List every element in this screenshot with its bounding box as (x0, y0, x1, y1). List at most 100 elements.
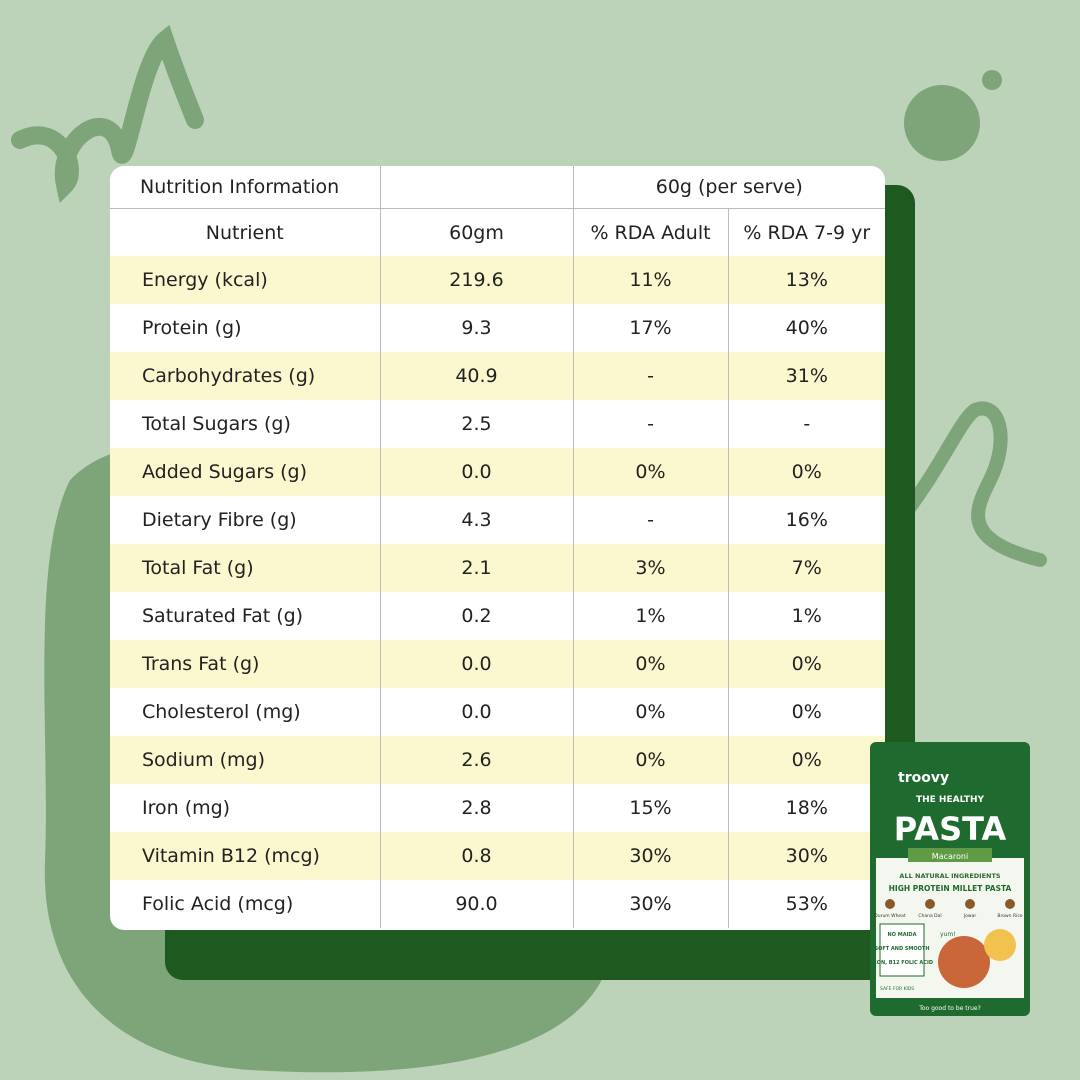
value-cell: - (727, 400, 885, 448)
nutrient-row: Protein (g) 9.3 17% 40% (110, 304, 885, 352)
grain-label: Durum Wheat (874, 913, 906, 919)
nutrient-name: Added Sugars (g) (110, 448, 380, 496)
header-row: Nutrition Information 60g (per serve) (110, 166, 885, 209)
column-row: Nutrient 60gm% RDA Adult% RDA 7-9 yr (110, 208, 885, 256)
nutrient-row: Energy (kcal) 219.6 11% 13% (110, 256, 885, 304)
value-cell: 0% (727, 640, 885, 688)
nutrient-row: Total Sugars (g) 2.5- - (110, 400, 885, 448)
nutrient-name: Carbohydrates (g) (110, 352, 380, 400)
value-cell: 31% (727, 352, 885, 400)
value-cell: 30% (727, 832, 885, 880)
value-cell: 2.8 (379, 784, 573, 832)
value-cell: 30% (572, 832, 728, 880)
value-cell: 0% (572, 448, 728, 496)
nutrient-row: Cholesterol (mg) 0.0 0% 0% (110, 688, 885, 736)
zigzag (11, 24, 204, 204)
nutrient-row: Vitamin B12 (mcg) 0.8 30% 30% (110, 832, 885, 880)
grain-icon (885, 899, 895, 909)
nutrient-row: Saturated Fat (g) 0.2 1% 1% (110, 592, 885, 640)
dot-large (904, 85, 980, 161)
serving: 60g (per serve) (572, 166, 885, 209)
value-cell: 11% (572, 256, 728, 304)
value-cell: 17% (572, 304, 728, 352)
value-cell: 0.0 (379, 640, 573, 688)
claim: NO MAIDA (888, 932, 917, 938)
column-header: % RDA Adult (572, 208, 728, 256)
grain-icon (1005, 899, 1015, 909)
nutrient-name: Total Fat (g) (110, 544, 380, 592)
nutrient-row: Sodium (mg) 2.6 0% 0% (110, 736, 885, 784)
product: PASTA (894, 810, 1007, 848)
value-cell: 0% (572, 640, 728, 688)
claim: SOFT AND SMOOTH (874, 946, 929, 952)
value-cell: 0% (727, 688, 885, 736)
value-cell: 0.8 (379, 832, 573, 880)
nutrient-name: Dietary Fibre (g) (142, 509, 297, 531)
nutrient-name: Total Sugars (g) (142, 413, 291, 435)
value-cell: 2.1 (379, 544, 573, 592)
value-cell: - (572, 496, 728, 544)
table-title: Nutrition Information (110, 166, 380, 209)
brand: troovy (898, 770, 949, 786)
value-cell: 0% (572, 688, 728, 736)
nutrient-row: Trans Fat (g) 0.0 0% 0% (110, 640, 885, 688)
nutrient-name: Folic Acid (mcg) (142, 893, 294, 915)
value-cell: 18% (727, 784, 885, 832)
nutrient-row: Total Fat (g) 2.1 3% 7% (110, 544, 885, 592)
nutrient-name: Protein (g) (142, 317, 242, 339)
banner: ALL NATURAL INGREDIENTS (899, 872, 1000, 880)
loop (893, 401, 1047, 567)
grain-label: Brown Rice (997, 913, 1022, 919)
pasta-package: troovy THE HEALTHY PASTA Macaroni ALL NA… (870, 742, 1030, 1016)
mascot-text: yum! (940, 931, 956, 938)
value-cell: 2.5 (379, 400, 573, 448)
value-cell: 13% (727, 256, 885, 304)
value-cell: 1% (727, 592, 885, 640)
nutrient-row: Folic Acid (mcg) 90.0 30% 53% (110, 880, 885, 928)
variant: Macaroni (932, 852, 968, 861)
nutrient-name: Energy (kcal) (110, 256, 380, 304)
mascot (984, 929, 1016, 961)
nutrient-name: Iron (mg) (142, 797, 231, 819)
nutrient-row: Carbohydrates (g) 40.9-31% (110, 352, 885, 400)
value-cell: 1% (572, 592, 728, 640)
value-cell: - (572, 400, 728, 448)
nutrient-name: Vitamin B12 (mcg) (110, 832, 380, 880)
nutrition-card: Nutrition Information 60g (per serve) Nu… (110, 166, 885, 930)
value-cell: - (572, 352, 728, 400)
pack-footer: Too good to be true? (918, 1005, 981, 1012)
value-cell: 0.2 (379, 592, 573, 640)
value-cell: 7% (727, 544, 885, 592)
nutrient-name: Trans Fat (g) (110, 640, 380, 688)
value-cell: 0% (727, 736, 885, 784)
value-cell: 30% (572, 880, 728, 928)
nutrient-name: Saturated Fat (g) (142, 605, 304, 627)
grain-label: Jowar (963, 913, 977, 919)
value-cell: 0.0 (379, 448, 573, 496)
value-cell: 219.6 (379, 256, 573, 304)
value-cell: 0.0 (379, 688, 573, 736)
badge: SAFE FOR KIDS (880, 986, 914, 992)
column-header: 60gm (379, 208, 573, 256)
grain-label: Chana Dal (918, 913, 941, 919)
nutrient-row: Dietary Fibre (g) 4.3-16% (110, 496, 885, 544)
value-cell: 90.0 (379, 880, 573, 928)
grain-icon (925, 899, 935, 909)
value-cell: 40.9 (379, 352, 573, 400)
empty-cell (379, 166, 573, 209)
value-cell: 16% (727, 496, 885, 544)
nutrient-row: Iron (mg) 2.8 15% 18% (110, 784, 885, 832)
tagline: THE HEALTHY (916, 795, 985, 805)
pasta-bowl (938, 936, 990, 988)
value-cell: 0% (727, 448, 885, 496)
value-cell: 53% (727, 880, 885, 928)
nutrient-row: Added Sugars (g) 0.0 0% 0% (110, 448, 885, 496)
claims-box (879, 923, 925, 977)
value-cell: 4.3 (379, 496, 573, 544)
value-cell: 3% (572, 544, 728, 592)
value-cell: 9.3 (379, 304, 573, 352)
nutrient-name: Sodium (mg) (110, 736, 380, 784)
headline: HIGH PROTEIN MILLET PASTA (889, 884, 1012, 893)
nutrition-table: Nutrition Information 60g (per serve) Nu… (110, 166, 885, 928)
